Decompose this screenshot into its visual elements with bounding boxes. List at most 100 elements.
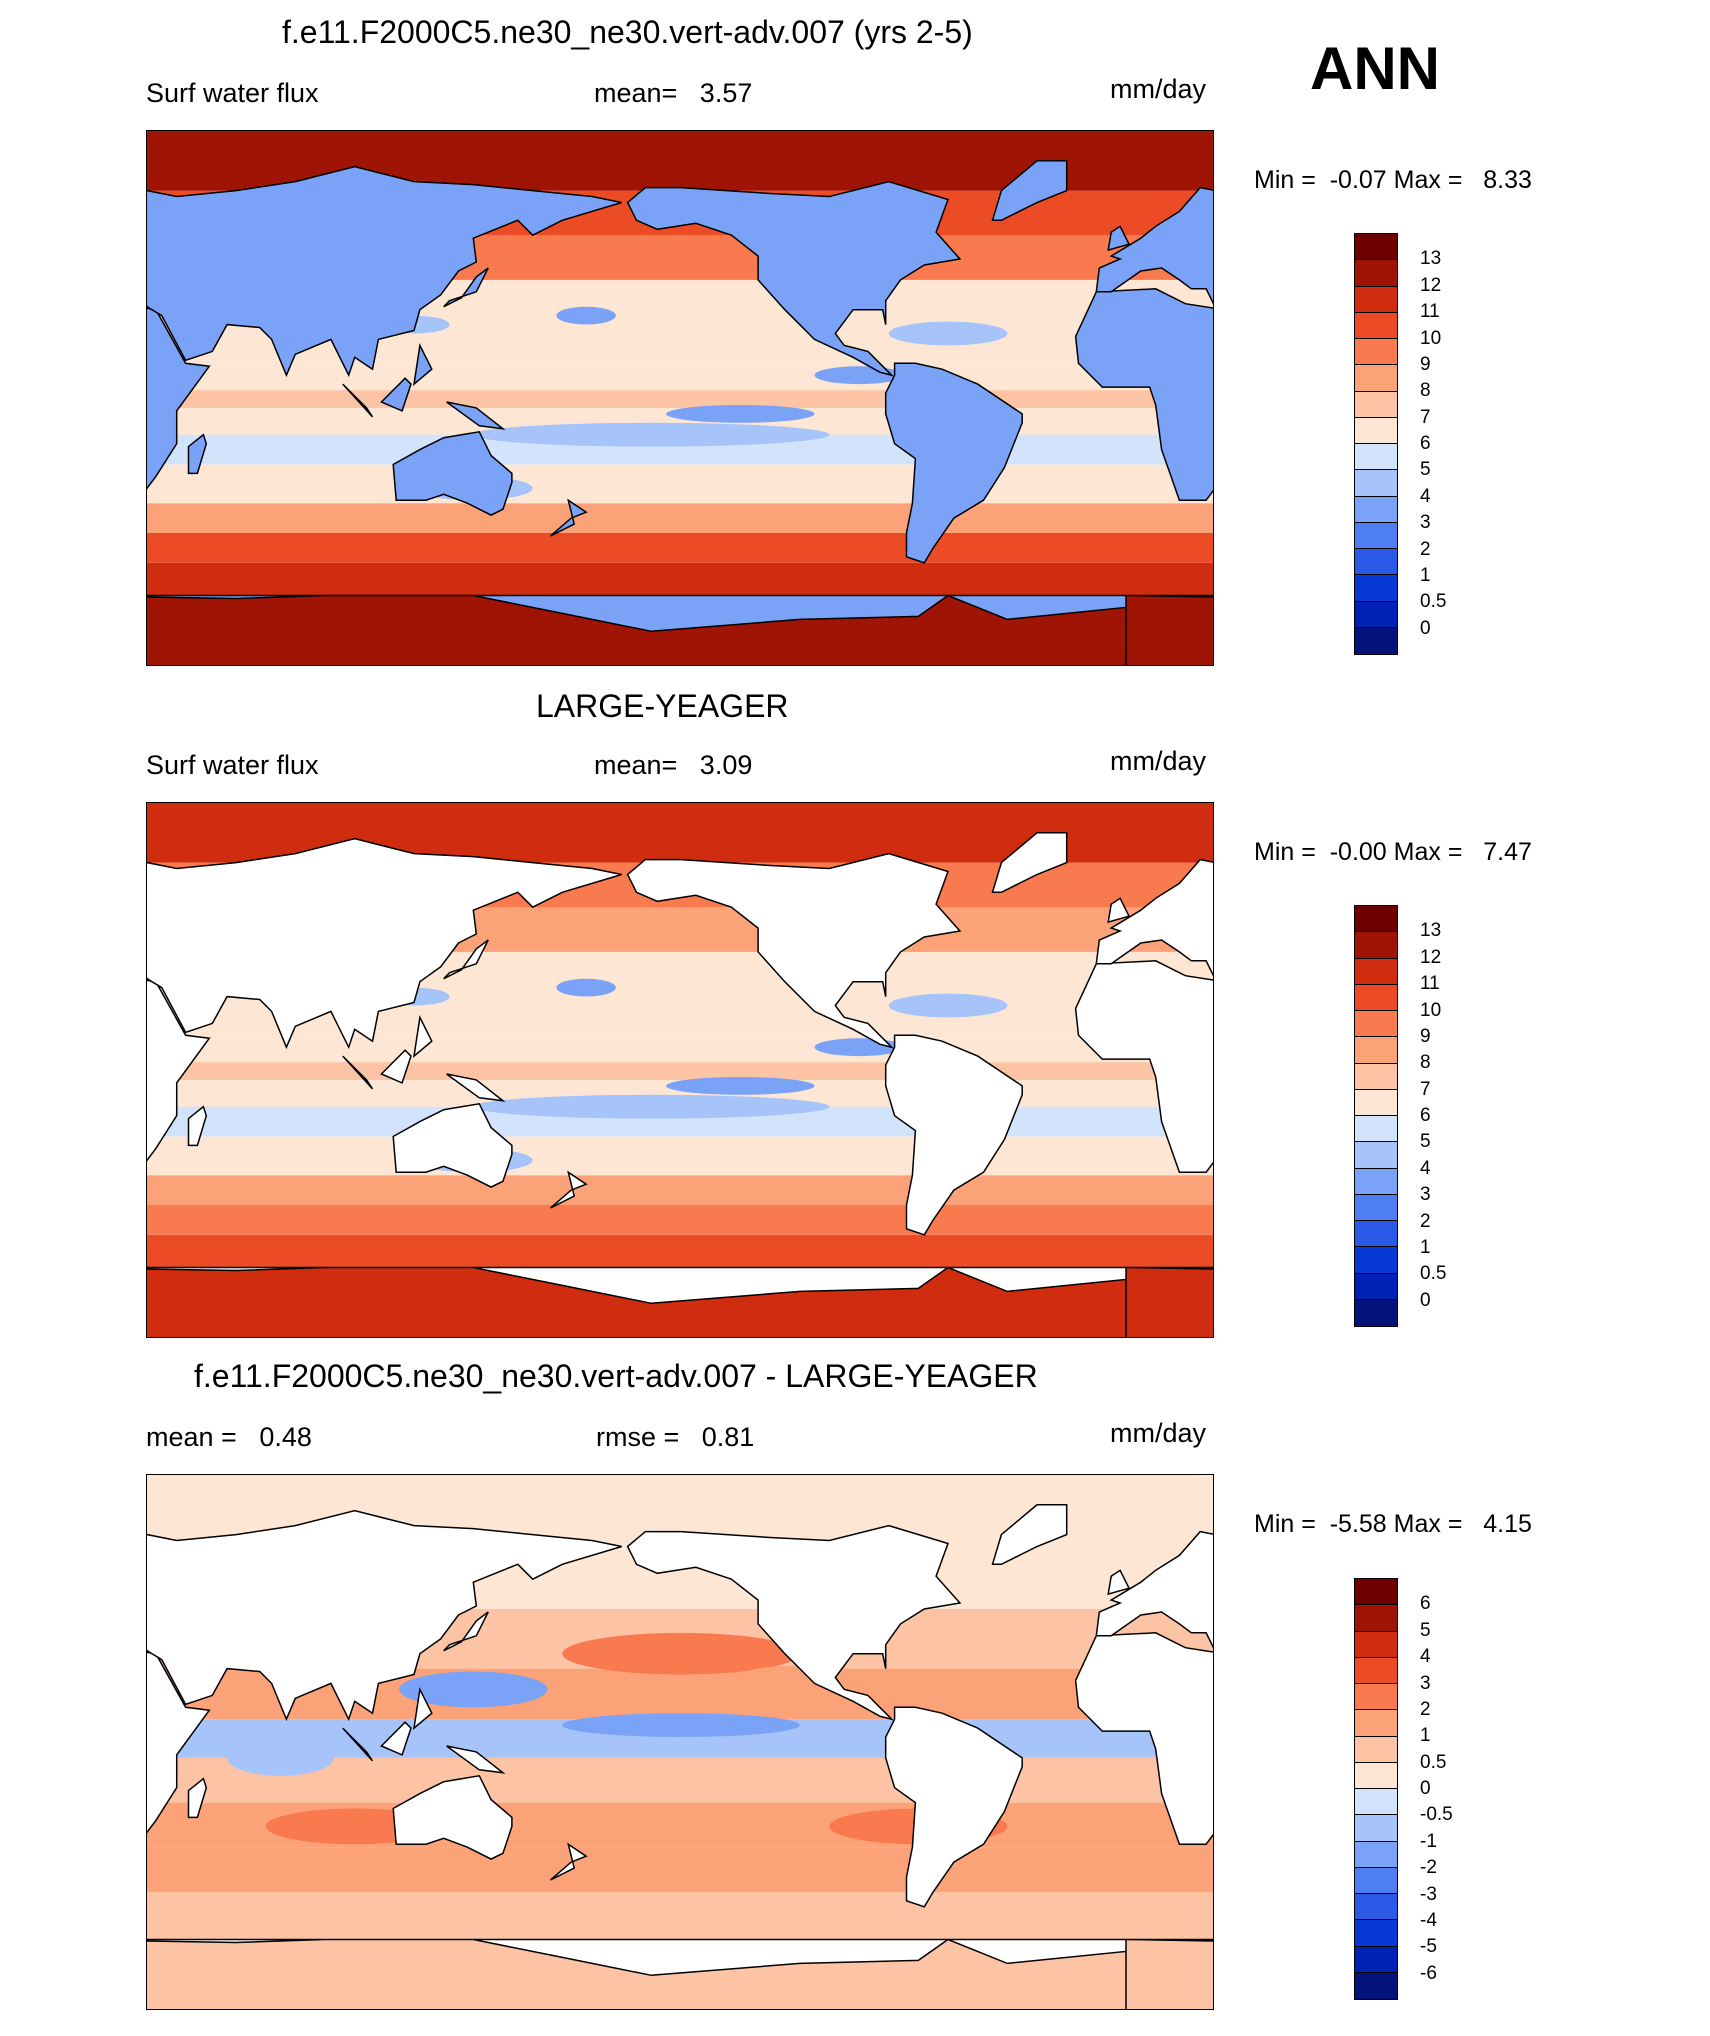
colorbar-tick-label: 1: [1420, 1725, 1431, 1747]
coastline: [884, 1034, 1023, 1236]
colorbar-tick-label: 7: [1420, 1078, 1431, 1100]
coastline: [147, 837, 622, 1050]
panel-title: f.e11.F2000C5.ne30_ne30.vert-adv.007 - L…: [194, 1358, 1038, 1394]
field-band: [147, 1234, 1213, 1268]
season-label: ANN: [1310, 35, 1440, 102]
colorbar-tick-label: 0.5: [1420, 1751, 1447, 1773]
colorbar-swatch: [1355, 391, 1397, 418]
colorbar-tick-label: 10: [1420, 999, 1442, 1021]
coastline: [1095, 858, 1213, 977]
colorbar-tick-label: 2: [1420, 538, 1431, 560]
contour-map: [147, 1475, 1213, 2009]
coastline: [626, 180, 962, 377]
coastline: [412, 1686, 433, 1730]
colorbar-swatch: [1355, 1920, 1397, 1947]
colorbar-tick-label: 2: [1420, 1210, 1431, 1232]
units-label: mm/day: [1110, 74, 1207, 104]
field-band: [147, 1175, 1213, 1205]
coastline: [443, 267, 489, 308]
colorbar-swatch: [1355, 444, 1397, 471]
colorbar-tick-label: 1: [1420, 564, 1431, 586]
mean-label: mean= 3.57: [594, 78, 753, 108]
coastline: [626, 852, 962, 1049]
coastline: [147, 165, 622, 378]
coastline: [1125, 1266, 1213, 1270]
mean-label: mean= 3.09: [594, 750, 753, 780]
coastline: [446, 1073, 506, 1102]
contour-map: [147, 131, 1213, 665]
minmax-label: Min = -0.00 Max = 7.47: [1254, 838, 1532, 866]
field-band: [147, 562, 1213, 596]
colorbar-swatch: [1355, 1089, 1397, 1116]
field-band: [147, 503, 1213, 533]
colorbar-tick-label: -3: [1420, 1883, 1437, 1905]
colorbar-tick-label: 5: [1420, 1131, 1431, 1153]
colorbar-swatch: [1355, 1116, 1397, 1143]
colorbar-swatch: [1355, 339, 1397, 366]
colorbar-tick-label: 4: [1420, 1157, 1431, 1179]
coastline: [991, 1504, 1068, 1566]
colorbar-swatch: [1355, 1710, 1397, 1737]
colorbar-swatch: [1355, 1867, 1397, 1894]
coastline: [392, 430, 513, 516]
colorbar-tick-label: 13: [1420, 248, 1442, 270]
colorbar-swatch: [1355, 1841, 1397, 1868]
colorbar-labels: 6 5 4 3 2 1 0.5 0 -0.5 -1 -2 -3 -4 -5 -6: [1420, 1578, 1480, 2000]
coastline: [443, 1611, 489, 1652]
colorbar-tick-label: 10: [1420, 327, 1442, 349]
map-obs: [146, 802, 1214, 1338]
coastline: [187, 1777, 208, 1819]
colorbar-tick-label: 0: [1420, 1289, 1431, 1311]
field-anomaly: [666, 405, 815, 423]
units-label: mm/day: [1110, 1418, 1207, 1448]
coastline: [446, 401, 506, 430]
colorbar-swatch: [1355, 260, 1397, 287]
colorbar-swatch: [1355, 1247, 1397, 1274]
field-anomaly: [562, 1713, 800, 1737]
colorbar-swatch: [1355, 234, 1397, 261]
mean-label: mean = 0.48: [146, 1422, 312, 1452]
colorbar-swatch: [1355, 1762, 1397, 1789]
coastline: [1074, 1632, 1213, 1845]
coastline: [1125, 594, 1213, 598]
coastline: [884, 1706, 1023, 1908]
field-band: [147, 1891, 1213, 1940]
coastline: [392, 1102, 513, 1188]
coastline: [443, 939, 489, 980]
coastline: [412, 342, 433, 386]
coastline: [1107, 897, 1131, 924]
coastline: [147, 594, 1127, 665]
variable-label: Surf water flux: [146, 750, 319, 780]
units-label: mm/day: [1110, 746, 1207, 776]
coastline: [187, 433, 208, 475]
colorbar-swatch: [1355, 1605, 1397, 1632]
colorbar: [1354, 1578, 1398, 2000]
coastline: [991, 832, 1068, 894]
colorbar-tick-label: 12: [1420, 274, 1442, 296]
coastline: [1095, 1530, 1213, 1649]
field-anomaly: [473, 1094, 830, 1119]
colorbar-tick-label: 6: [1420, 1593, 1431, 1615]
colorbar-swatch: [1355, 906, 1397, 933]
coastline: [446, 1745, 506, 1774]
colorbar-swatch: [1355, 1063, 1397, 1090]
coastline: [342, 1055, 374, 1090]
rmse-label: rmse = 0.81: [596, 1422, 755, 1452]
colorbar-swatch: [1355, 1894, 1397, 1921]
field-band: [147, 1136, 1213, 1176]
coastline: [187, 1105, 208, 1147]
coastline: [1125, 1938, 1213, 1942]
colorbar-swatch: [1355, 1972, 1397, 1999]
colorbar-tick-label: 3: [1420, 512, 1431, 534]
colorbar-swatch: [1355, 984, 1397, 1011]
coastline: [147, 1938, 1127, 2009]
colorbar-swatch: [1355, 1168, 1397, 1195]
coastline: [884, 362, 1023, 564]
panel-title: LARGE-YEAGER: [536, 688, 789, 724]
minmax-label: Min = -0.07 Max = 8.33: [1254, 166, 1532, 194]
colorbar-swatch: [1355, 1946, 1397, 1973]
field-band: [147, 1062, 1213, 1080]
coastline: [380, 377, 412, 412]
colorbar-tick-label: 5: [1420, 459, 1431, 481]
colorbar-swatch: [1355, 1789, 1397, 1816]
